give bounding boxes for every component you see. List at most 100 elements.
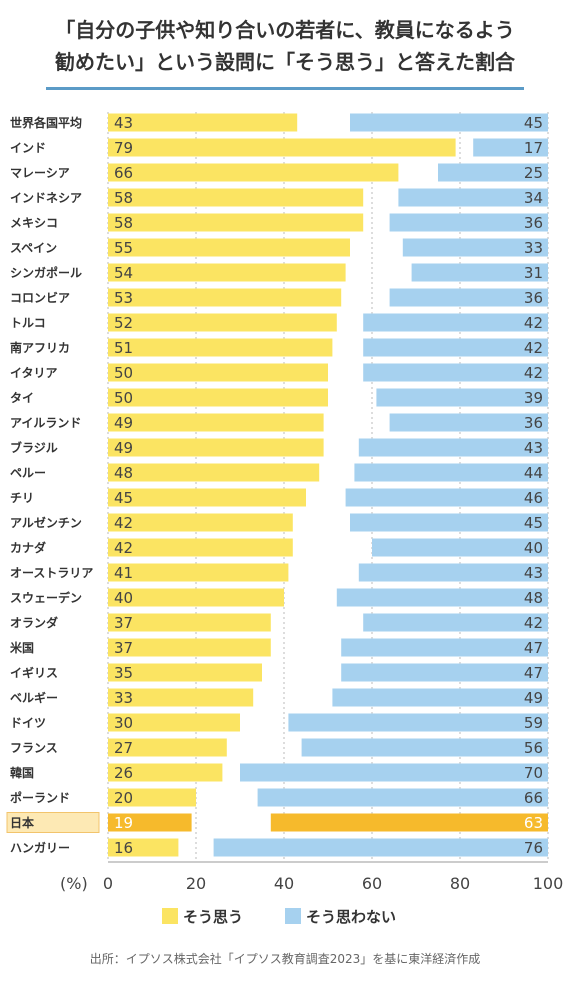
bar-agree [108,213,364,232]
bar-agree [108,263,346,282]
x-tick-label: 20 [186,874,206,893]
category-label: アイルランド [10,416,81,430]
value-label-agree: 50 [114,389,133,407]
bar-agree [108,788,196,807]
category-label: インド [10,141,46,155]
value-label-disagree: 70 [524,764,543,782]
bar-agree [108,388,328,407]
bar-disagree [358,563,548,582]
category-label: タイ [10,391,34,405]
value-label-agree: 19 [114,814,133,832]
bar-agree [108,338,333,357]
value-label-agree: 53 [114,289,133,307]
bar-agree [108,763,223,782]
x-tick-label: 80 [450,874,470,893]
category-label: インドネシア [10,191,82,205]
category-label: 世界各国平均 [10,115,82,130]
value-label-agree: 33 [114,689,133,707]
x-tick-label: 60 [362,874,382,893]
bar-agree [108,813,192,832]
category-label: シンガポール [10,265,82,280]
bar-disagree [376,388,548,407]
value-label-agree: 42 [114,539,133,557]
value-label-agree: 66 [114,164,133,182]
bar-agree [108,513,293,532]
bar-agree [108,138,456,157]
value-label-agree: 40 [114,589,133,607]
bar-agree [108,413,324,432]
category-label: トルコ [10,316,46,330]
title-underline [46,87,524,90]
bar-disagree [240,763,548,782]
category-label: カナダ [10,540,46,555]
category-label: 南アフリカ [10,340,70,355]
bar-disagree [389,288,548,307]
value-label-disagree: 66 [524,789,543,807]
bar-disagree [341,663,548,682]
legend-swatch-agree [162,908,178,924]
value-label-disagree: 43 [524,439,543,457]
chart-title-line2: 勧めたい」という設問に「そう思う」と答えた割合 [55,50,515,74]
bar-agree [108,238,350,257]
bar-disagree [336,588,548,607]
value-label-agree: 54 [114,264,133,282]
bar-disagree [438,163,548,182]
value-label-agree: 58 [114,214,133,232]
bar-disagree [363,338,548,357]
bar-disagree [354,463,548,482]
category-label: 日本 [10,815,34,830]
bar-disagree [270,813,548,832]
bar-disagree [473,138,548,157]
value-label-disagree: 39 [524,389,543,407]
bar-agree [108,838,179,857]
value-label-disagree: 45 [524,114,543,132]
value-label-agree: 37 [114,614,133,632]
category-label: ブラジル [10,440,58,455]
value-label-disagree: 42 [524,339,543,357]
bar-agree [108,313,337,332]
value-label-disagree: 46 [524,489,543,507]
value-label-agree: 50 [114,364,133,382]
value-label-disagree: 63 [524,814,543,832]
value-label-agree: 49 [114,439,133,457]
bar-disagree [372,538,548,557]
value-label-agree: 43 [114,114,133,132]
chart-title: 「自分の子供や知り合いの若者に、教員になるよう 勧めたい」という設問に「そう思う… [0,14,570,78]
value-label-agree: 55 [114,239,133,257]
category-label: ハンガリー [10,840,70,855]
x-tick-label: 40 [274,874,294,893]
value-label-agree: 20 [114,789,133,807]
category-label: コロンビア [10,290,70,305]
bar-agree [108,363,328,382]
value-label-disagree: 59 [524,714,543,732]
x-tick-label: 100 [533,874,564,893]
chart-title-line1: 「自分の子供や知り合いの若者に、教員になるよう [55,18,515,42]
bar-disagree [389,413,548,432]
value-label-disagree: 31 [524,264,543,282]
value-label-disagree: 36 [524,414,543,432]
value-label-agree: 48 [114,464,133,482]
value-label-disagree: 56 [524,739,543,757]
bar-disagree [350,513,548,532]
value-label-disagree: 25 [524,164,543,182]
bar-disagree [288,713,548,732]
bar-disagree [411,263,548,282]
value-label-disagree: 34 [524,189,543,207]
x-tick-label: 0 [103,874,113,893]
bar-agree [108,538,293,557]
value-label-disagree: 40 [524,539,543,557]
category-label: ベルギー [10,690,58,705]
value-label-disagree: 42 [524,314,543,332]
bar-agree [108,113,298,132]
value-label-agree: 26 [114,764,133,782]
bar-disagree [345,488,548,507]
category-label: スペイン [10,241,57,255]
value-label-disagree: 42 [524,614,543,632]
bar-agree [108,438,324,457]
bar-disagree [363,363,548,382]
category-label: スウェーデン [10,590,82,605]
value-label-disagree: 33 [524,239,543,257]
bar-agree [108,163,399,182]
value-label-disagree: 45 [524,514,543,532]
bar-disagree [332,688,548,707]
